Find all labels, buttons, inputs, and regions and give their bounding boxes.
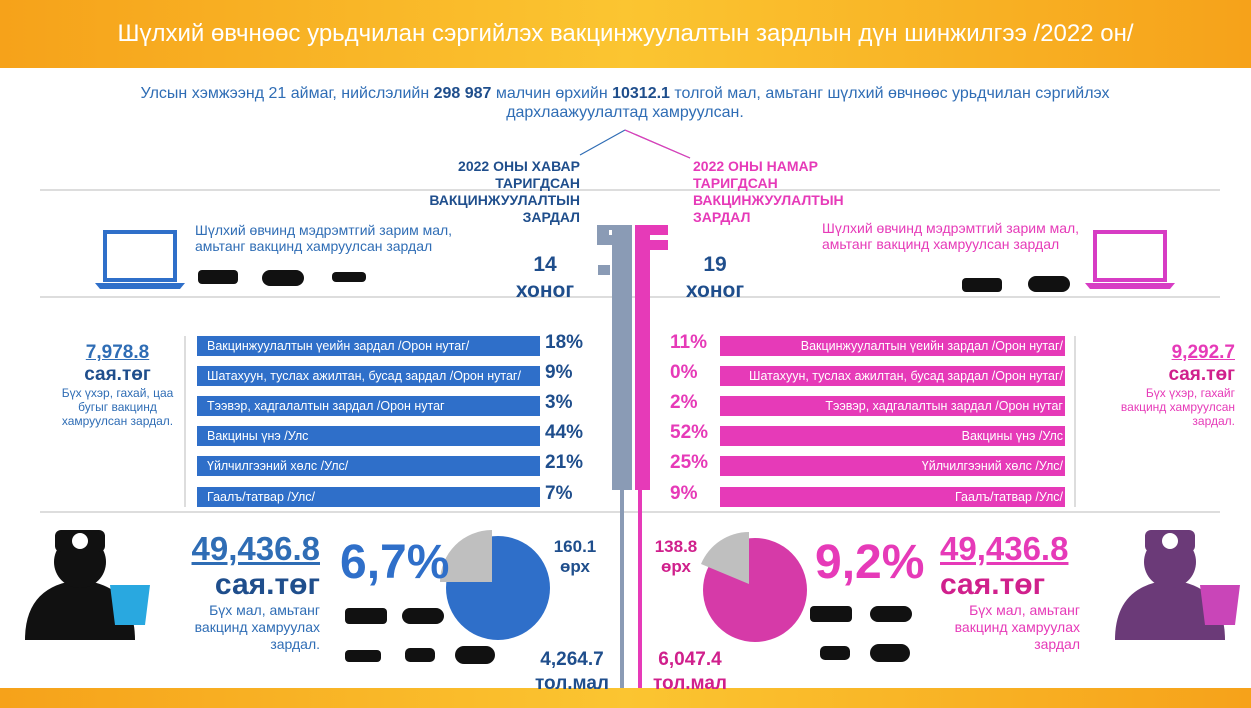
- total-value: 49,436.8: [940, 530, 1069, 567]
- left-heading: 2022 ОНЫ ХАВАР ТАРИГДСАН ВАКЦИНЖУУЛАЛТЫН…: [429, 158, 580, 225]
- item-label: Вакцинжуулалтын үеийн зардал /Орон нутаг…: [197, 336, 540, 356]
- days: 19: [703, 253, 727, 276]
- item-share: 9%: [670, 483, 698, 504]
- item-label: Шатахуун, туслах ажилтан, бусад зардал /…: [720, 366, 1065, 386]
- budget-unit: сая.төг: [1168, 364, 1235, 385]
- households-unit: өрх: [661, 557, 691, 576]
- item-label: Гаалъ/татвар /Улс/: [197, 487, 540, 507]
- intro-text: Улсын хэмжээнд 21 аймаг, нийслэлийн: [140, 85, 434, 102]
- heads: 4,264.7: [540, 649, 604, 670]
- days: 14: [533, 253, 557, 276]
- right-total: 49,436.8 сая.төг Бүх мал, амьтанг вакцин…: [940, 530, 1085, 653]
- total-unit: сая.төг: [214, 568, 320, 601]
- budget-value: 7,978.8: [85, 342, 150, 363]
- right-percent: 9,2%: [815, 536, 925, 589]
- item-label: Үйлчилгээний хөлс /Улс/: [197, 456, 540, 476]
- budget-unit: сая.төг: [84, 364, 151, 385]
- left-percent: 6,7%: [340, 536, 450, 589]
- households-unit: өрх: [560, 557, 590, 576]
- heads-unit: тол.мал: [653, 673, 727, 694]
- footer-bar: [0, 688, 1251, 708]
- item-share: 52%: [670, 422, 709, 443]
- item-share: 21%: [545, 452, 584, 473]
- households: 138.8: [654, 537, 698, 556]
- item-share: 0%: [670, 362, 698, 383]
- heads-unit: тол.мал: [535, 673, 609, 694]
- header: Шүлхий өвчнөөс урьдчилан сэргийлэх вакци…: [0, 0, 1251, 68]
- total-desc: Бүх мал, амьтанг вакцинд хамруулах зарда…: [194, 602, 320, 652]
- budget-desc: Бүх үхэр, гахай, цаа бугыг вакцинд хамру…: [61, 386, 174, 428]
- right-note: Шүлхий өвчинд мэдрэмтгий зарим мал, амьт…: [822, 220, 1080, 252]
- right-heads: 6,047.4 тол.мал: [640, 648, 740, 696]
- budget-value: 9,292.7: [1171, 342, 1235, 363]
- households: 160.1: [553, 537, 597, 556]
- right-heading: 2022 ОНЫ НАМАР ТАРИГДСАН ВАКЦИНЖУУЛАЛТЫН…: [693, 158, 844, 225]
- left-budget: 7,978.8 сая.төг Бүх үхэр, гахай, цаа буг…: [60, 342, 175, 428]
- left-note: Шүлхий өвчинд мэдрэмтгий зарим мал, амьт…: [195, 222, 453, 254]
- intro-households: 298 987: [433, 85, 492, 102]
- total-desc: Бүх мал, амьтанг вакцинд хамруулах зарда…: [954, 602, 1080, 652]
- item-share: 3%: [545, 392, 573, 413]
- left-heads: 4,264.7 тол.мал: [522, 648, 622, 696]
- item-label: Шатахуун, туслах ажилтан, бусад зардал /…: [197, 366, 540, 386]
- item-label: Тээвэр, хадгалалтын зардал /Орон нутаг: [720, 396, 1065, 416]
- intro-text: толгой мал, амьтанг шүлхий өвчнөөс урьдч…: [506, 85, 1110, 121]
- left-total: 49,436.8 сая.төг Бүх мал, амьтанг вакцин…: [180, 530, 320, 653]
- item-label: Тээвэр, хадгалалтын зардал /Орон нутаг: [197, 396, 540, 416]
- item-share: 7%: [545, 483, 573, 504]
- right-days: 19 хоног: [680, 252, 750, 304]
- item-label: Вакцинжуулалтын үеийн зардал /Орон нутаг…: [720, 336, 1065, 356]
- right-households: 138.8 өрх: [646, 537, 706, 577]
- item-share: 11%: [670, 332, 707, 353]
- left-days: 14 хоног: [510, 252, 580, 304]
- item-share: 2%: [670, 392, 698, 413]
- item-share: 18%: [545, 332, 584, 353]
- right-budget: 9,292.7 сая.төг Бүх үхэр, гахайг вакцинд…: [1100, 342, 1235, 428]
- item-share: 9%: [545, 362, 573, 383]
- title: Шүлхий өвчнөөс урьдчилан сэргийлэх вакци…: [117, 20, 1134, 47]
- item-share: 44%: [545, 422, 584, 443]
- days-unit: хоног: [685, 279, 745, 302]
- total-value: 49,436.8: [191, 530, 320, 567]
- item-label: Вакцины үнэ /Улс: [197, 426, 540, 446]
- intro-text: малчин өрхийн: [491, 85, 613, 102]
- days-unit: хоног: [515, 279, 575, 302]
- heads: 6,047.4: [658, 649, 722, 670]
- budget-desc: Бүх үхэр, гахайг вакцинд хамруулсан зард…: [1120, 386, 1235, 428]
- total-unit: сая.төг: [940, 568, 1046, 601]
- intro: Улсын хэмжээнд 21 аймаг, нийслэлийн 298 …: [100, 84, 1150, 122]
- item-share: 25%: [670, 452, 709, 473]
- item-label: Үйлчилгээний хөлс /Улс/: [720, 456, 1065, 476]
- item-label: Вакцины үнэ /Улс: [720, 426, 1065, 446]
- intro-heads: 10312.1: [612, 85, 670, 102]
- item-label: Гаалъ/татвар /Улс/: [720, 487, 1065, 507]
- left-households: 160.1 өрх: [545, 537, 605, 577]
